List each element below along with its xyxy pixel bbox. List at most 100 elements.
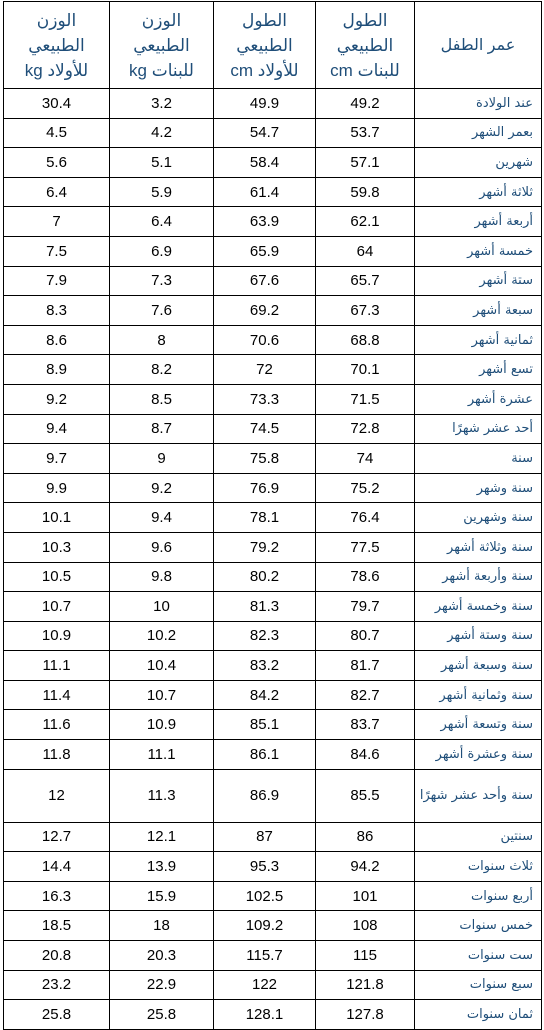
weight-girls-cell: 8: [109, 324, 214, 356]
height-boys-cell: 58.4: [213, 147, 316, 178]
table-row: خمس سنوات 108 109.2 18 18.5: [3, 910, 542, 942]
height-boys-cell: 86.9: [213, 768, 316, 823]
age-cell: سنة وأربعة أشهر: [414, 561, 542, 593]
weight-boys-cell: 10.3: [3, 531, 110, 563]
height-girls-cell: 53.7: [315, 117, 415, 149]
table-row: سنة وشهرين 76.4 78.1 9.4 10.1: [3, 502, 542, 533]
weight-girls-cell: 12.1: [109, 821, 214, 853]
weight-girls-cell: 15.9: [109, 880, 214, 912]
height-girls-cell: 59.8: [315, 176, 415, 208]
height-girls-cell: 70.1: [315, 354, 415, 385]
height-boys-cell: 81.3: [213, 591, 316, 622]
table-body: عند الولادة 49.2 49.9 3.2 30.4 بعمر الشهر 53.7…: [3, 88, 542, 1030]
height-girls-cell: 68.8: [315, 324, 415, 356]
weight-boys-cell: 16.3: [3, 880, 110, 912]
height-girls-cell: 115: [315, 940, 415, 971]
weight-girls-cell: 5.9: [109, 176, 214, 208]
height-boys-cell: 70.6: [213, 324, 316, 356]
weight-boys-cell: 8.6: [3, 324, 110, 356]
height-boys-cell: 102.5: [213, 880, 316, 912]
header-age: عمر الطفل: [414, 1, 542, 89]
age-cell: سنتين: [414, 821, 542, 853]
age-cell: خمس سنوات: [414, 910, 542, 942]
weight-girls-cell: 10.9: [109, 709, 214, 741]
height-girls-cell: 72.8: [315, 413, 415, 445]
table-row: بعمر الشهر 53.7 54.7 4.2 4.5: [3, 117, 542, 149]
height-girls-cell: 94.2: [315, 851, 415, 882]
age-cell: سنة وعشرة أشهر: [414, 739, 542, 770]
height-girls-cell: 74: [315, 443, 415, 474]
weight-boys-cell: 5.6: [3, 147, 110, 178]
header-height-girls: الطول الطبيعي للبنات cm: [315, 1, 415, 89]
age-cell: ستة أشهر: [414, 265, 542, 297]
height-boys-cell: 83.2: [213, 650, 316, 681]
height-girls-cell: 75.2: [315, 472, 415, 504]
weight-boys-cell: 9.2: [3, 383, 110, 415]
age-cell: سنة وستة أشهر: [414, 620, 542, 652]
table-row: سنة 74 75.8 9 9.7: [3, 443, 542, 474]
weight-girls-cell: 11.1: [109, 739, 214, 770]
height-girls-cell: 77.5: [315, 531, 415, 563]
table-row: سنة وخمسة أشهر 79.7 81.3 10 10.7: [3, 591, 542, 622]
weight-boys-cell: 7.5: [3, 235, 110, 267]
height-boys-cell: 54.7: [213, 117, 316, 149]
table-row: أحد عشر شهرًا 72.8 74.5 8.7 9.4: [3, 413, 542, 445]
weight-girls-cell: 9: [109, 443, 214, 474]
height-girls-cell: 76.4: [315, 502, 415, 533]
height-boys-cell: 115.7: [213, 940, 316, 971]
height-girls-cell: 62.1: [315, 206, 415, 237]
weight-girls-cell: 10.7: [109, 679, 214, 711]
age-cell: ست سنوات: [414, 940, 542, 971]
age-cell: سنة وأحد عشر شهرًا: [414, 768, 542, 823]
weight-girls-cell: 9.2: [109, 472, 214, 504]
age-cell: بعمر الشهر: [414, 117, 542, 149]
table-row: سبع سنوات 121.8 122 22.9 23.2: [3, 969, 542, 1001]
age-cell: ثلاث سنوات: [414, 851, 542, 882]
weight-boys-cell: 10.1: [3, 502, 110, 533]
header-height-boys: الطول الطبيعي للأولاد cm: [213, 1, 316, 89]
height-boys-cell: 72: [213, 354, 316, 385]
height-boys-cell: 49.9: [213, 88, 316, 119]
height-girls-cell: 81.7: [315, 650, 415, 681]
table-row: ثمانية أشهر 68.8 70.6 8 8.6: [3, 324, 542, 356]
height-girls-cell: 57.1: [315, 147, 415, 178]
age-cell: تسع أشهر: [414, 354, 542, 385]
table-row: ثمان سنوات 127.8 128.1 25.8 25.8: [3, 999, 542, 1030]
weight-boys-cell: 30.4: [3, 88, 110, 119]
age-cell: أحد عشر شهرًا: [414, 413, 542, 445]
weight-girls-cell: 4.2: [109, 117, 214, 149]
height-girls-cell: 86: [315, 821, 415, 853]
weight-girls-cell: 10.4: [109, 650, 214, 681]
height-boys-cell: 61.4: [213, 176, 316, 208]
height-girls-cell: 49.2: [315, 88, 415, 119]
height-boys-cell: 67.6: [213, 265, 316, 297]
weight-boys-cell: 11.6: [3, 709, 110, 741]
growth-table: عمر الطفل الطول الطبيعي للبنات cm الطول …: [3, 1, 542, 1030]
table-row: شهرين 57.1 58.4 5.1 5.6: [3, 147, 542, 178]
table-row: ست سنوات 115 115.7 20.3 20.8: [3, 940, 542, 971]
age-cell: عشرة أشهر: [414, 383, 542, 415]
weight-boys-cell: 7.9: [3, 265, 110, 297]
height-girls-cell: 71.5: [315, 383, 415, 415]
height-girls-cell: 108: [315, 910, 415, 942]
table-row: ستة أشهر 65.7 67.6 7.3 7.9: [3, 265, 542, 297]
weight-boys-cell: 11.1: [3, 650, 110, 681]
weight-girls-cell: 7.6: [109, 295, 214, 326]
table-row: ثلاث سنوات 94.2 95.3 13.9 14.4: [3, 851, 542, 882]
age-cell: سبع سنوات: [414, 969, 542, 1001]
table-row: تسع أشهر 70.1 72 8.2 8.9: [3, 354, 542, 385]
table-row: سنتين 86 87 12.1 12.7: [3, 821, 542, 853]
height-girls-cell: 127.8: [315, 999, 415, 1030]
age-cell: ثمانية أشهر: [414, 324, 542, 356]
height-boys-cell: 85.1: [213, 709, 316, 741]
age-cell: سنة وتسعة أشهر: [414, 709, 542, 741]
weight-boys-cell: 8.3: [3, 295, 110, 326]
weight-girls-cell: 20.3: [109, 940, 214, 971]
height-girls-cell: 82.7: [315, 679, 415, 711]
table-row: سنة وثمانية أشهر 82.7 84.2 10.7 11.4: [3, 679, 542, 711]
weight-girls-cell: 10: [109, 591, 214, 622]
weight-girls-cell: 8.7: [109, 413, 214, 445]
age-cell: عند الولادة: [414, 88, 542, 119]
weight-boys-cell: 7: [3, 206, 110, 237]
height-boys-cell: 87: [213, 821, 316, 853]
